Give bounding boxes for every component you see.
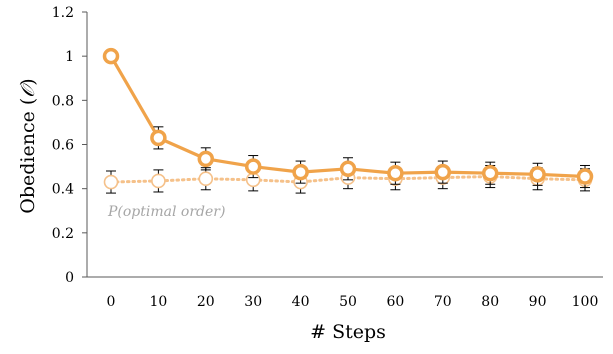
x-tick-label: 80 [481, 294, 499, 310]
y-tick-label: 0.6 [52, 138, 74, 154]
data-point [481, 164, 499, 182]
x-tick-label: 70 [434, 294, 452, 310]
y-tick-label: 1 [65, 49, 74, 65]
data-point [387, 164, 404, 182]
x-tick-label: 90 [529, 294, 547, 310]
x-tick-label: 30 [244, 294, 262, 310]
y-tick-label: 0 [65, 270, 74, 286]
x-tick-label: 100 [572, 294, 599, 310]
y-tick-label: 1.2 [52, 5, 74, 21]
x-tick-label: 10 [149, 294, 167, 310]
axes [86, 12, 603, 278]
y-axis-title-close: ) [17, 78, 39, 85]
data-point [197, 150, 215, 168]
data-point [103, 174, 119, 190]
x-tick-label: 50 [339, 294, 357, 310]
data-point [198, 171, 214, 187]
x-tick-label: 20 [197, 294, 215, 310]
y-tick-labels: 0 0.2 0.4 0.6 0.8 1 1.2 [52, 5, 87, 286]
x-tick-labels: 0 10 20 30 40 50 60 70 80 90 100 [107, 294, 599, 310]
y-axis-title: Obedience (𝒪) [17, 78, 39, 213]
data-point [151, 173, 166, 189]
data-point [292, 163, 309, 181]
y-tick-label: 0.4 [52, 182, 74, 198]
x-tick-label: 0 [107, 294, 116, 310]
annotation-optimal-order: P(optimal order) [107, 204, 225, 220]
x-axis-title: # Steps [310, 321, 386, 343]
x-tick-label: 40 [292, 294, 310, 310]
data-point [529, 166, 546, 183]
y-axis-title-text: Obedience ( [17, 98, 39, 214]
data-point [244, 158, 262, 175]
x-tick-label: 60 [386, 294, 404, 310]
data-point [576, 168, 594, 185]
data-point [102, 47, 120, 65]
data-point [434, 163, 452, 181]
y-tick-label: 0.8 [52, 93, 74, 109]
series-1 [102, 47, 594, 189]
data-point [150, 129, 167, 147]
y-tick-label: 0.2 [52, 226, 74, 242]
data-point [339, 160, 357, 178]
series-layer [102, 47, 594, 194]
